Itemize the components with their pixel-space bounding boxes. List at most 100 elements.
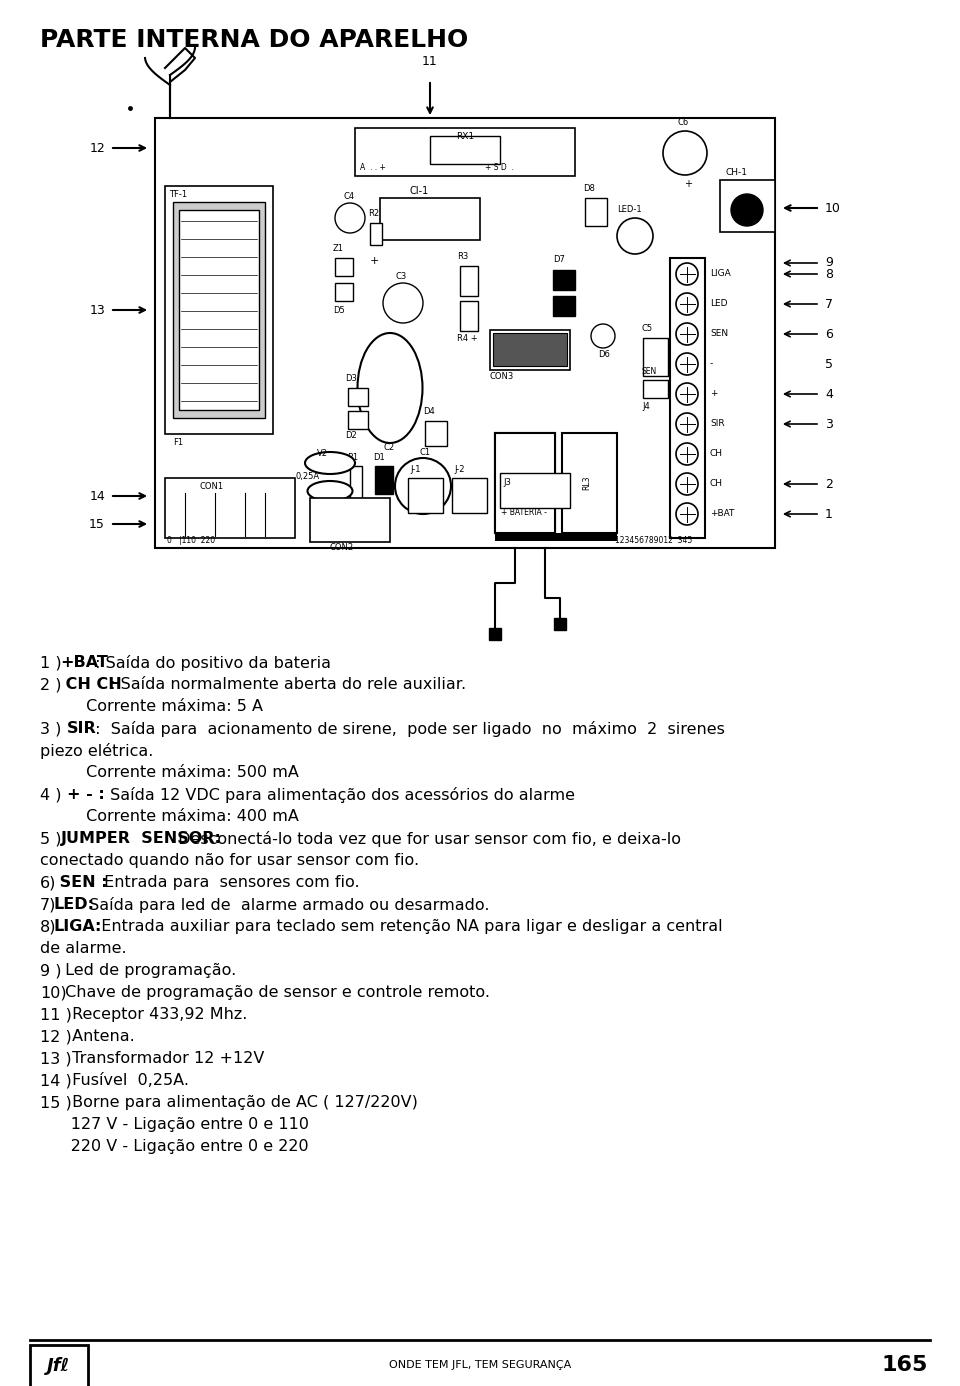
Text: +: + <box>710 389 717 399</box>
Text: C1: C1 <box>419 448 430 457</box>
Text: SEN: SEN <box>641 367 657 376</box>
Bar <box>452 478 487 513</box>
Text: 10): 10) <box>40 985 66 1001</box>
Text: Led de programação.: Led de programação. <box>60 963 237 979</box>
Circle shape <box>676 413 698 435</box>
Text: CH: CH <box>710 480 723 488</box>
Text: 11 ): 11 ) <box>40 1008 72 1021</box>
Circle shape <box>617 218 653 254</box>
Circle shape <box>335 202 365 233</box>
Text: Entrada auxiliar para teclado sem retenção NA para ligar e desligar a central: Entrada auxiliar para teclado sem retenç… <box>91 919 723 934</box>
Text: :  Saída para  acionamento de sirene,  pode ser ligado  no  máximo  2  sirenes: : Saída para acionamento de sirene, pode… <box>89 721 725 737</box>
Text: 15: 15 <box>89 517 105 531</box>
Text: 13 ): 13 ) <box>40 1051 72 1066</box>
Text: D8: D8 <box>583 184 595 193</box>
Text: Antena.: Antena. <box>67 1028 135 1044</box>
Circle shape <box>663 132 707 175</box>
Text: 7): 7) <box>40 897 57 912</box>
Text: + S D  .: + S D . <box>485 164 514 172</box>
Text: Saída para led de  alarme armado ou desarmado.: Saída para led de alarme armado ou desar… <box>84 897 489 913</box>
Text: +BAT: +BAT <box>60 656 108 669</box>
Text: 13: 13 <box>89 304 105 316</box>
Ellipse shape <box>307 481 352 500</box>
Text: 14 ): 14 ) <box>40 1073 72 1088</box>
Text: Corrente máxima: 500 mA: Corrente máxima: 500 mA <box>40 765 299 780</box>
Circle shape <box>676 444 698 464</box>
Circle shape <box>395 457 451 514</box>
Text: 165: 165 <box>881 1356 928 1375</box>
Text: Corrente máxima: 400 mA: Corrente máxima: 400 mA <box>40 809 299 825</box>
Text: TF-1: TF-1 <box>169 190 187 200</box>
Bar <box>460 266 478 297</box>
Text: C6: C6 <box>677 118 688 128</box>
Text: Chave de programação de sensor e controle remoto.: Chave de programação de sensor e control… <box>60 985 491 1001</box>
Text: RL3: RL3 <box>583 475 591 491</box>
Bar <box>562 432 617 534</box>
Text: CH-1: CH-1 <box>725 168 747 177</box>
Bar <box>500 473 570 509</box>
Text: 7: 7 <box>825 298 833 310</box>
Text: C2: C2 <box>383 444 395 452</box>
Text: A  . . +: A . . + <box>360 164 386 172</box>
Text: CH: CH <box>710 449 723 459</box>
Text: J4: J4 <box>642 402 650 412</box>
Text: 0   |110  220: 0 |110 220 <box>167 536 215 545</box>
Bar <box>30 1344 88 1386</box>
Text: CH CH: CH CH <box>60 676 122 692</box>
Text: V1: V1 <box>317 498 328 507</box>
Text: conectado quando não for usar sensor com fio.: conectado quando não for usar sensor com… <box>40 852 420 868</box>
Text: LIGA:: LIGA: <box>54 919 102 934</box>
Circle shape <box>676 323 698 345</box>
Bar <box>495 534 617 541</box>
Text: 1: 1 <box>825 507 833 521</box>
Text: Transformador 12 +12V: Transformador 12 +12V <box>67 1051 265 1066</box>
Text: Entrada para  sensores com fio.: Entrada para sensores com fio. <box>99 875 359 890</box>
Bar <box>643 338 668 376</box>
Text: CON3: CON3 <box>490 371 515 381</box>
Bar <box>335 258 353 276</box>
Ellipse shape <box>357 333 422 444</box>
Bar <box>310 498 390 542</box>
Bar <box>495 432 555 534</box>
Text: +: + <box>370 256 379 266</box>
Text: Desconectá-lo toda vez que for usar sensor com fio, e deixa-lo: Desconectá-lo toda vez que for usar sens… <box>173 832 681 847</box>
Text: 12: 12 <box>89 141 105 154</box>
Bar <box>380 198 480 240</box>
Text: R1: R1 <box>347 453 358 462</box>
Text: + BATERIA -: + BATERIA - <box>501 509 547 517</box>
Ellipse shape <box>305 452 355 474</box>
Bar <box>495 432 555 534</box>
Text: 2: 2 <box>825 478 833 491</box>
Bar <box>425 421 447 446</box>
Text: 6): 6) <box>40 875 57 890</box>
Text: +BAT: +BAT <box>710 510 734 518</box>
Text: 6: 6 <box>825 327 833 341</box>
Text: RL2: RL2 <box>516 475 524 491</box>
Text: 3: 3 <box>825 417 833 431</box>
Bar <box>493 333 567 366</box>
Circle shape <box>676 473 698 495</box>
Text: Saída 12 VDC para alimentação dos acessórios do alarme: Saída 12 VDC para alimentação dos acessó… <box>105 787 575 802</box>
Text: Jfℓ: Jfℓ <box>47 1357 71 1375</box>
Bar <box>489 628 501 640</box>
Text: 12 ): 12 ) <box>40 1028 72 1044</box>
Text: CON2: CON2 <box>330 543 354 552</box>
Circle shape <box>383 283 423 323</box>
Text: +: + <box>684 179 692 188</box>
Text: 9 ): 9 ) <box>40 963 61 979</box>
Bar <box>173 202 265 419</box>
Circle shape <box>676 263 698 286</box>
Text: 9: 9 <box>825 256 833 269</box>
Bar <box>355 128 575 176</box>
Circle shape <box>676 292 698 315</box>
Text: RX1: RX1 <box>456 132 474 141</box>
Text: D1: D1 <box>373 453 385 462</box>
Text: 10: 10 <box>825 201 841 215</box>
Text: J-2: J-2 <box>454 464 465 474</box>
Bar <box>165 478 295 538</box>
Text: CI-1: CI-1 <box>410 186 429 195</box>
Text: LIGA: LIGA <box>710 269 731 279</box>
Bar <box>408 478 443 513</box>
Text: LED: LED <box>710 299 728 309</box>
Text: SIR: SIR <box>67 721 97 736</box>
